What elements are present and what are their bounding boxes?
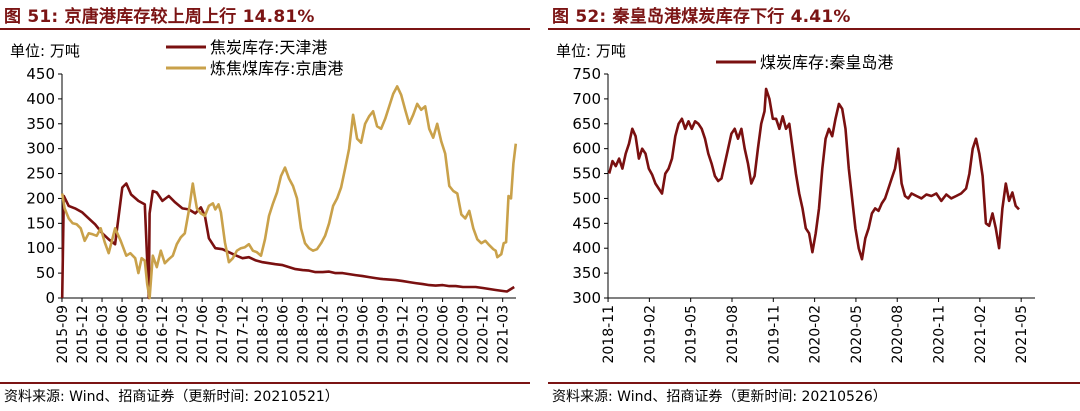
series-line [60,182,515,300]
x-tick-label: 2020-02 [808,305,824,364]
x-tick-label: 2019-02 [642,305,658,364]
x-tick-label: 2018-09 [295,305,311,364]
x-tick-label: 2020-06 [436,305,452,364]
y-tick-label: 400 [26,90,55,108]
y-tick-label: 400 [572,239,601,257]
y-tick-label: 600 [572,140,601,158]
title-rule [548,28,1080,30]
x-tick-label: 2016-12 [155,305,171,364]
y-tick-label: 450 [26,65,55,83]
y-tick-label: 250 [26,165,55,183]
x-tick-label: 2020-08 [890,305,906,364]
x-tick-label: 2016-03 [95,305,111,364]
x-tick-label: 2018-11 [601,305,617,364]
y-tick-label: 550 [572,165,601,183]
legend-label: 煤炭库存:秦皇岛港 [760,53,893,72]
line-chart: 单位: 万吨 0 50 100 150 200 250 300 350 400 450 2015-0… [10,38,518,364]
y-tick-label: 650 [572,115,601,133]
x-tick-label: 2017-03 [175,305,191,364]
legend-label: 焦炭库存:天津港 [210,38,327,57]
line-chart: 单位: 万吨 300 350 400 450 500 550 600 650 700 750 201… [556,42,1035,364]
title-rule [0,28,530,30]
x-tick-label: 2018-12 [315,305,331,364]
x-tick-label: 2018-03 [255,305,271,364]
x-tick-label: 2017-09 [215,305,231,364]
x-tick-label: 2016-09 [135,305,151,364]
x-tick-label: 2019-05 [684,305,700,364]
legend-label: 炼焦煤库存:京唐港 [210,59,343,78]
unit-label: 单位: 万吨 [556,42,626,60]
x-tick-label: 2020-03 [416,305,432,364]
chart-panel-right: 图 52: 秦皇岛港煤炭库存下行 4.41% 单位: 万吨 300 350 400 4… [548,0,1080,411]
x-tick-label: 2019-06 [355,305,371,364]
chart-panel-left: 图 51: 京唐港库存较上周上行 14.81% 单位: 万吨 0 50 100 150… [0,0,530,411]
source-rule [0,382,530,384]
series-line [607,87,1020,261]
figure-title: 图 51: 京唐港库存较上周上行 14.81% [4,7,315,27]
x-tick-label: 2019-08 [725,305,741,364]
x-tick-label: 2019-12 [396,305,412,364]
y-tick-label: 100 [26,239,55,257]
x-tick-label: 2018-06 [275,305,291,364]
x-tick-label: 2020-05 [849,305,865,364]
x-tick-label: 2019-09 [375,305,391,364]
x-tick-label: 2021-03 [496,305,512,364]
figure-title: 图 52: 秦皇岛港煤炭库存下行 4.41% [552,7,851,27]
y-tick-label: 350 [26,115,55,133]
x-tick-label: 2015-09 [55,305,71,364]
x-tick-label: 2020-12 [476,305,492,364]
x-tick-label: 2017-06 [195,305,211,364]
y-tick-label: 50 [36,264,55,282]
source-note: 资料来源: Wind、招商证券（更新时间: 20210526） [552,389,887,405]
y-tick-label: 0 [45,289,55,307]
y-tick-label: 750 [572,65,601,83]
x-tick-label: 2021-05 [1014,305,1030,364]
y-tick-label: 300 [26,140,55,158]
y-tick-label: 350 [572,264,601,282]
series-line [60,85,518,300]
y-tick-label: 150 [26,214,55,232]
x-tick-label: 2017-12 [235,305,251,364]
y-tick-label: 500 [572,189,601,207]
x-tick-label: 2019-11 [766,305,782,364]
source-rule [548,382,1080,384]
x-tick-label: 2019-03 [335,305,351,364]
x-tick-label: 2021-02 [973,305,989,364]
y-tick-label: 200 [26,189,55,207]
x-tick-label: 2020-09 [456,305,472,364]
y-tick-label: 700 [572,90,601,108]
unit-label: 单位: 万吨 [10,42,80,60]
x-tick-label: 2016-06 [115,305,131,364]
x-tick-label: 2015-12 [75,305,91,364]
source-note: 资料来源: Wind、招商证券（更新时间: 20210521） [4,389,339,405]
y-tick-label: 300 [572,289,601,307]
x-tick-label: 2020-11 [932,305,948,364]
y-tick-label: 450 [572,214,601,232]
